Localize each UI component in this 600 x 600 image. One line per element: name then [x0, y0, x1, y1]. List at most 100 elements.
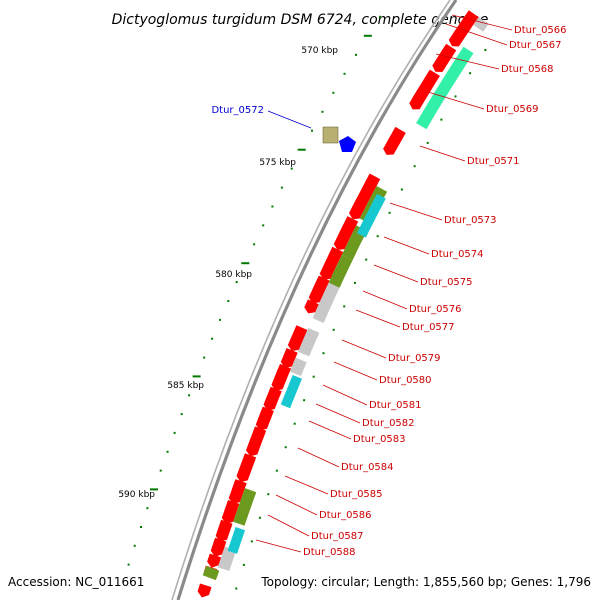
- gene-label-dtur-0577[interactable]: Dtur_0577: [402, 322, 455, 333]
- leader-line-8: [362, 290, 408, 310]
- gene-label-dtur-0566[interactable]: Dtur_0566: [514, 25, 567, 36]
- major-tick: [241, 262, 250, 265]
- gene-label-dtur-0585[interactable]: Dtur_0585: [330, 489, 383, 500]
- cds-arrow-20[interactable]: [207, 553, 222, 568]
- cyan-feature-0[interactable]: [356, 193, 386, 238]
- minor-tick: [262, 224, 265, 227]
- gene-label-dtur-0583[interactable]: Dtur_0583: [353, 434, 406, 445]
- leader-line-19: [255, 539, 302, 553]
- cds-arrow-0[interactable]: [448, 10, 479, 47]
- accession-text: Accession: NC_011661: [8, 575, 144, 589]
- cds-arrow-16[interactable]: [228, 479, 247, 504]
- leader-line-18: [267, 514, 310, 537]
- outer-tick: [388, 211, 391, 214]
- cyan-feature-2[interactable]: [227, 527, 246, 554]
- outer-tick: [284, 446, 287, 449]
- gene-label-dtur-0573[interactable]: Dtur_0573: [444, 215, 497, 226]
- kbp-label-575: 575 kbp: [259, 158, 296, 168]
- cds-arrow-8[interactable]: [304, 299, 319, 314]
- minor-tick: [188, 394, 191, 397]
- gene-label-dtur-0582[interactable]: Dtur_0582: [362, 418, 415, 429]
- feature-dtur-0572-arrow[interactable]: [339, 136, 356, 152]
- major-tick: [192, 375, 201, 378]
- gene-label-dtur-0568[interactable]: Dtur_0568: [501, 64, 554, 75]
- cds-arrow-18[interactable]: [215, 519, 233, 542]
- cds-arrow-11[interactable]: [271, 363, 292, 391]
- leader-line-9: [355, 309, 401, 328]
- cds-arrow-7[interactable]: [308, 275, 330, 304]
- olive-small-feature[interactable]: [202, 565, 220, 581]
- gene-label-dtur-0588[interactable]: Dtur_0588: [303, 547, 356, 558]
- outer-tick: [322, 352, 325, 355]
- minor-tick: [271, 205, 274, 208]
- map-title: Dictyoglomus turgidum DSM 6724, complete…: [112, 12, 489, 28]
- outer-tick: [312, 375, 315, 378]
- outer-tick: [242, 563, 245, 566]
- kbp-label-570: 570 kbp: [301, 46, 338, 56]
- cds-arrow-9[interactable]: [287, 325, 308, 352]
- grey-feature-0[interactable]: [473, 17, 489, 32]
- olive-feature-3[interactable]: [233, 488, 257, 526]
- cds-arrow-3[interactable]: [383, 126, 406, 155]
- leader-line-6: [383, 236, 430, 255]
- leader-line-3: [427, 91, 485, 110]
- cds-arrow-6[interactable]: [319, 246, 344, 280]
- gene-label-dtur-0587[interactable]: Dtur_0587: [311, 531, 364, 542]
- gene-label-dtur-0586[interactable]: Dtur_0586: [319, 510, 372, 521]
- gene-label-dtur-0580[interactable]: Dtur_0580: [379, 375, 432, 386]
- gene-label-dtur-0575[interactable]: Dtur_0575: [420, 277, 473, 288]
- leader-line-13: [315, 403, 361, 424]
- cds-arrow-12[interactable]: [263, 386, 282, 411]
- olive-feature-2[interactable]: [328, 255, 353, 288]
- cds-arrow-22[interactable]: [197, 583, 212, 598]
- cds-arrow-5[interactable]: [333, 216, 359, 250]
- outer-tick: [354, 281, 356, 284]
- cds-arrow-10[interactable]: [280, 348, 298, 368]
- leader-dtur-0572: [267, 110, 312, 129]
- outer-tick: [484, 49, 487, 51]
- cds-arrow-2[interactable]: [409, 69, 440, 110]
- leader-line-11: [333, 361, 378, 381]
- grey-feature-4[interactable]: [217, 546, 237, 572]
- cds-arrow-14[interactable]: [246, 426, 267, 457]
- outer-tick: [293, 422, 296, 425]
- minor-tick: [219, 318, 222, 321]
- gene-label-dtur-0579[interactable]: Dtur_0579: [388, 353, 441, 364]
- cds-arrow-4[interactable]: [349, 173, 381, 220]
- gene-label-dtur-0572[interactable]: Dtur_0572: [211, 105, 264, 116]
- minor-tick: [133, 544, 136, 547]
- minor-tick: [166, 450, 169, 453]
- cds-arrow-15[interactable]: [236, 453, 257, 483]
- minor-tick: [146, 507, 149, 510]
- grey-feature-3[interactable]: [289, 357, 307, 376]
- minor-tick: [127, 563, 130, 566]
- gene-label-dtur-0569[interactable]: Dtur_0569: [486, 104, 539, 115]
- major-tick: [297, 148, 306, 151]
- leader-line-15: [297, 447, 340, 468]
- gene-label-dtur-0576[interactable]: Dtur_0576: [409, 304, 462, 315]
- cyan-feature-1[interactable]: [280, 375, 302, 409]
- cds-arrow-17[interactable]: [221, 500, 240, 524]
- cds-arrow-1[interactable]: [432, 43, 457, 72]
- gene-label-dtur-0584[interactable]: Dtur_0584: [341, 462, 394, 473]
- outer-tick: [440, 118, 443, 121]
- leader-line-14: [308, 420, 352, 440]
- cds-arrow-13[interactable]: [255, 406, 274, 431]
- grey-feature-1[interactable]: [312, 282, 340, 323]
- kbp-label-590: 590 kbp: [118, 490, 155, 500]
- tick-marks: [127, 15, 487, 590]
- gene-label-dtur-0571[interactable]: Dtur_0571: [467, 156, 520, 167]
- outer-tick: [275, 469, 278, 472]
- kbp-label-580: 580 kbp: [215, 270, 252, 280]
- minor-tick: [159, 469, 162, 472]
- minor-tick: [355, 53, 357, 56]
- gene-label-dtur-0574[interactable]: Dtur_0574: [431, 249, 484, 260]
- grey-feature-2[interactable]: [298, 328, 320, 357]
- feature-dtur-0572-box[interactable]: [322, 126, 339, 144]
- mint-feature[interactable]: [416, 46, 474, 130]
- cds-arrow-19[interactable]: [210, 537, 227, 557]
- leader-line-12: [322, 384, 368, 406]
- outer-tick: [413, 165, 416, 168]
- gene-label-dtur-0567[interactable]: Dtur_0567: [509, 40, 562, 51]
- gene-label-dtur-0581[interactable]: Dtur_0581: [369, 400, 422, 411]
